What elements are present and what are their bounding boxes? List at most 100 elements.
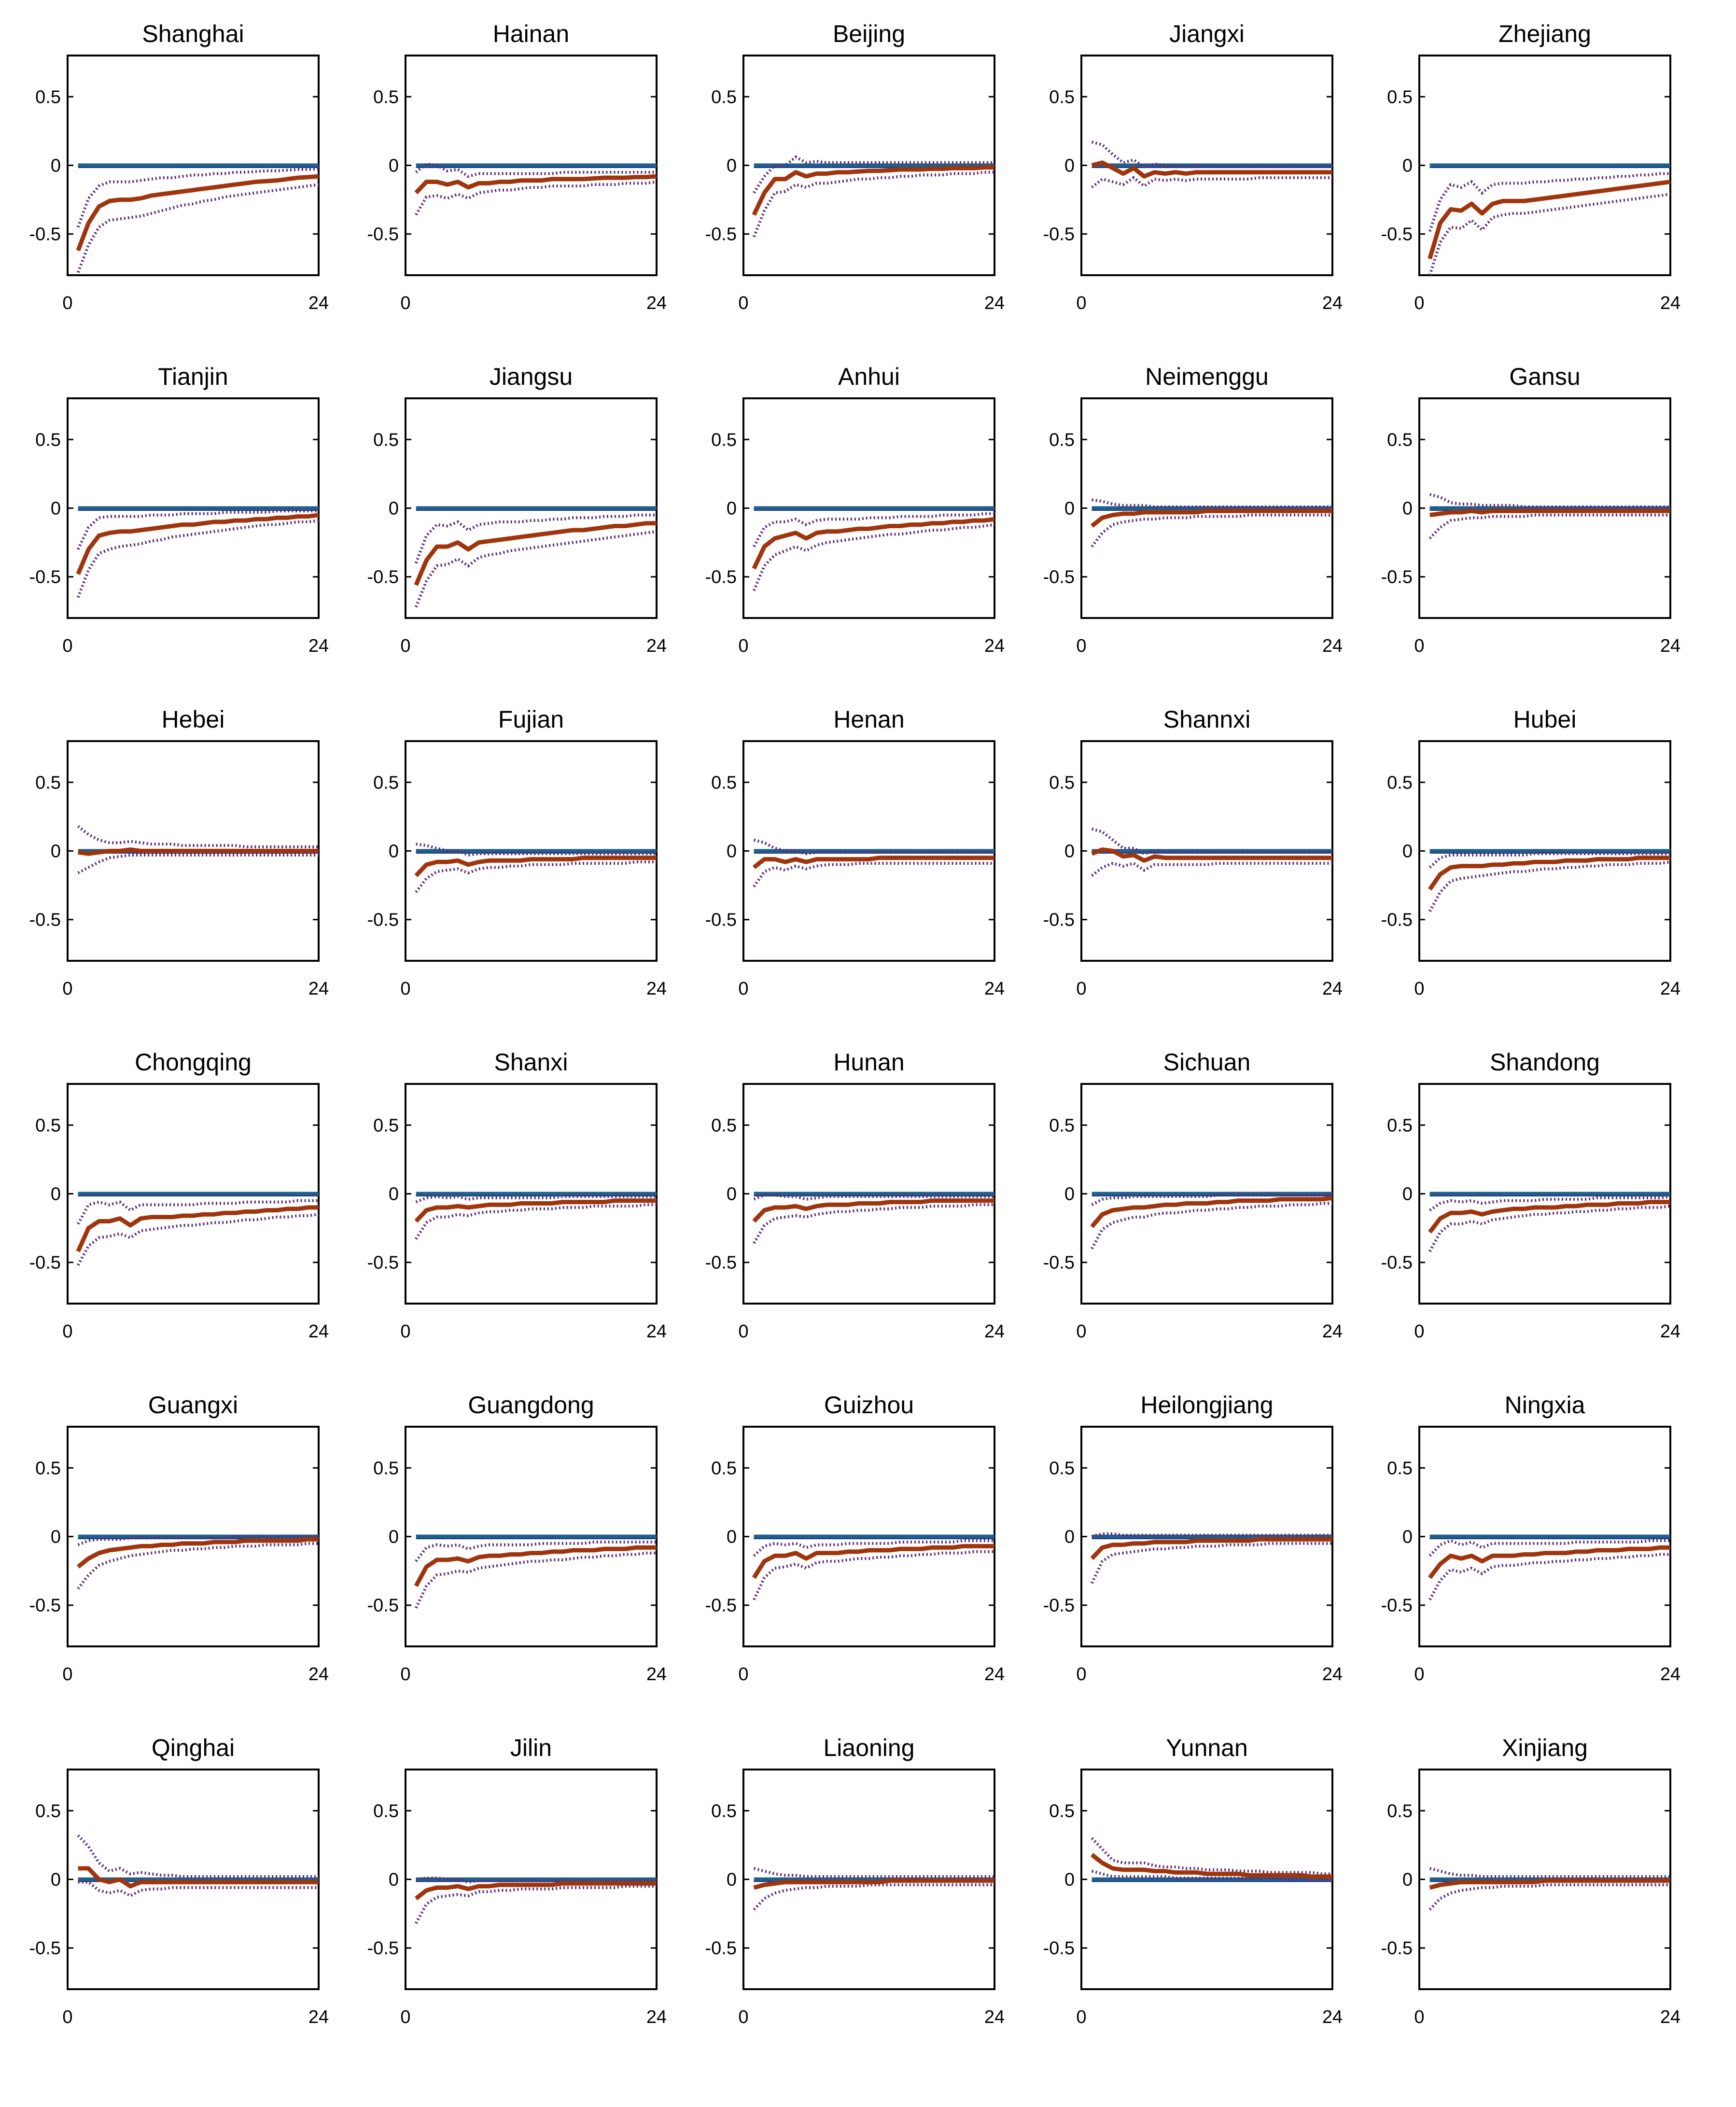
response-line <box>1091 847 1332 863</box>
x-tick-label: 0 <box>1076 2007 1086 2027</box>
y-tick-label: -0.5 <box>367 1596 399 1616</box>
upper-band <box>1428 1539 1670 1557</box>
x-tick-label: 0 <box>1414 1664 1424 1685</box>
response-line <box>76 174 319 252</box>
upper-band <box>77 1535 319 1546</box>
response-line <box>414 521 657 586</box>
y-tick-label: -0.5 <box>29 1596 61 1616</box>
lower-band <box>1428 860 1671 913</box>
y-tick-label: -0.5 <box>1043 1938 1075 1959</box>
upper-band <box>1429 1867 1670 1878</box>
y-tick-label: 0 <box>51 842 61 862</box>
x-tick-label: 0 <box>62 2007 72 2027</box>
panel-liaoning: Liaoning 0.5 0 -0.5 0 24 <box>705 1734 1005 2027</box>
x-tick-label: 0 <box>400 636 410 656</box>
response-line <box>1090 1537 1332 1560</box>
x-tick-label: 24 <box>1322 979 1343 999</box>
panel-title: Neimenggu <box>1145 363 1269 390</box>
x-tick-label: 24 <box>1322 1321 1343 1342</box>
y-tick-label: -0.5 <box>1043 567 1075 588</box>
panel-title: Qinghai <box>152 1734 235 1761</box>
y-tick-label: 0 <box>1402 156 1413 176</box>
y-tick-label: -0.5 <box>367 1253 399 1273</box>
x-tick-label: 24 <box>308 636 329 656</box>
x-tick-label: 0 <box>1076 636 1086 656</box>
y-tick-label: -0.5 <box>1381 225 1413 245</box>
y-tick-label: 0 <box>1064 156 1075 176</box>
y-tick-label: 0.5 <box>35 1115 61 1136</box>
x-tick-label: 24 <box>1660 636 1680 656</box>
upper-band <box>1091 1532 1332 1538</box>
y-tick-label: 0 <box>1402 1870 1413 1890</box>
x-tick-label: 0 <box>400 2007 410 2027</box>
panel-title: Shanxi <box>494 1049 568 1076</box>
response-line <box>752 165 994 216</box>
x-tick-label: 0 <box>62 1321 72 1342</box>
panel-title: Guizhou <box>824 1391 914 1419</box>
response-line <box>78 1866 319 1889</box>
response-line <box>1090 1195 1333 1228</box>
panel-hunan: Hunan 0.5 0 -0.5 0 24 <box>705 1049 1005 1342</box>
lower-band <box>77 854 319 874</box>
response-line <box>752 517 995 570</box>
lower-band <box>414 1551 657 1609</box>
y-tick-label: 0 <box>389 1870 399 1890</box>
response-line <box>76 513 319 575</box>
lower-band <box>753 1883 994 1911</box>
panel-qinghai: Qinghai 0.5 0 -0.5 0 24 <box>29 1734 329 2027</box>
y-tick-label: -0.5 <box>1381 1596 1413 1616</box>
x-tick-label: 0 <box>62 636 72 656</box>
panel-title: Heilongjiang <box>1140 1391 1273 1419</box>
y-tick-label: 0 <box>51 1870 61 1890</box>
panel-tianjin: Tianjin 0.5 0 -0.5 0 24 <box>29 363 329 656</box>
x-tick-label: 24 <box>1660 1321 1680 1342</box>
y-tick-label: 0 <box>51 1527 61 1547</box>
x-tick-label: 24 <box>646 293 667 313</box>
response-line <box>414 1545 657 1587</box>
lower-band <box>415 1884 657 1924</box>
y-tick-label: 0.5 <box>373 1458 399 1478</box>
x-tick-label: 0 <box>1414 636 1424 656</box>
panel-yunnan: Yunnan 0.5 0 -0.5 0 24 <box>1043 1734 1343 2027</box>
y-tick-label: 0.5 <box>373 430 399 450</box>
panel-title: Ningxia <box>1505 1391 1585 1419</box>
x-tick-label: 24 <box>1660 293 1680 313</box>
x-tick-label: 24 <box>1322 2007 1343 2027</box>
x-tick-label: 0 <box>1414 979 1424 999</box>
panel-title: Tianjin <box>158 363 228 390</box>
y-tick-label: 0 <box>727 156 737 176</box>
panel-shanghai: Shanghai 0.5 0 -0.5 0 24 <box>29 20 329 313</box>
lower-band <box>78 1881 319 1897</box>
x-tick-label: 24 <box>646 1664 667 1685</box>
y-tick-label: 0 <box>727 1184 737 1205</box>
response-line <box>1428 856 1670 891</box>
y-tick-label: 0 <box>1064 1527 1075 1547</box>
panel-shannxi: Shannxi 0.5 0 -0.5 0 24 <box>1043 706 1343 999</box>
x-tick-label: 24 <box>1322 1664 1343 1685</box>
y-tick-label: 0 <box>727 1870 737 1890</box>
y-tick-label: 0 <box>1064 499 1075 519</box>
y-tick-label: -0.5 <box>367 567 399 588</box>
panel-title: Guangdong <box>468 1391 594 1419</box>
lower-band <box>752 1550 994 1601</box>
x-tick-label: 0 <box>1076 1664 1086 1685</box>
x-tick-label: 24 <box>1660 2007 1680 2027</box>
panel-anhui: Anhui 0.5 0 -0.5 0 24 <box>705 363 1005 656</box>
y-tick-label: -0.5 <box>1381 567 1413 588</box>
panel-title: Hainan <box>493 20 569 47</box>
upper-band <box>414 513 657 564</box>
panel-title: Hebei <box>162 706 225 733</box>
lower-band <box>77 1542 319 1590</box>
x-tick-label: 24 <box>984 293 1005 313</box>
y-tick-label: 0 <box>51 156 61 176</box>
y-tick-label: -0.5 <box>705 1596 737 1616</box>
y-tick-label: 0 <box>1064 1184 1075 1205</box>
y-tick-label: 0 <box>389 499 399 519</box>
x-tick-label: 0 <box>62 979 72 999</box>
lower-band <box>415 180 657 216</box>
y-tick-label: -0.5 <box>29 1253 61 1273</box>
panel-beijing: Beijing 0.5 0 -0.5 0 24 <box>705 20 1005 313</box>
upper-band <box>753 1194 994 1201</box>
upper-band <box>416 1876 657 1884</box>
panel-title: Henan <box>833 706 904 733</box>
